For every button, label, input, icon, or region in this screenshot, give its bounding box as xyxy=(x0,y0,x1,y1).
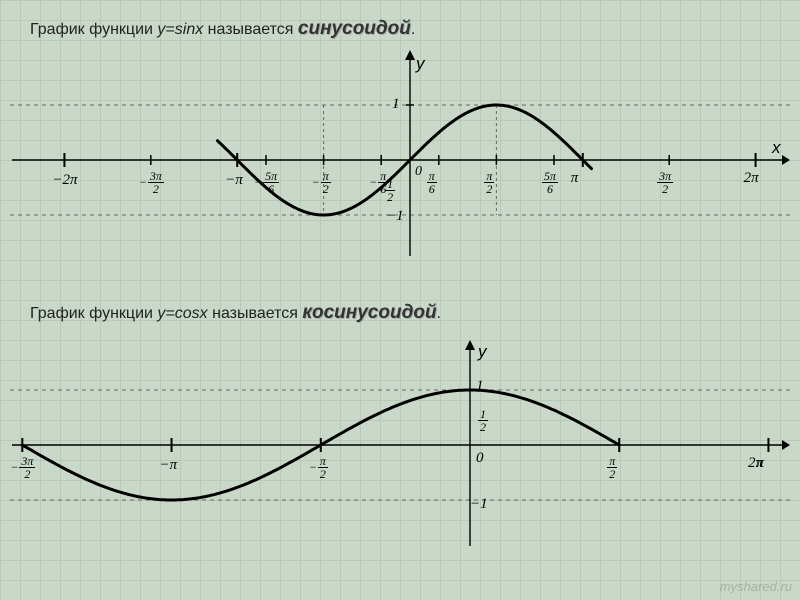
sine-xlabel: −π xyxy=(225,172,243,189)
t1-prefix: График функции xyxy=(30,21,157,38)
cosine-title: График функции y=cosx называется косинус… xyxy=(30,302,441,324)
sine-xlabel: −π2 xyxy=(312,170,331,195)
sine-xlabel: −2π xyxy=(52,172,77,189)
t1-mid: называется xyxy=(203,21,298,38)
t1-kw: синусоидой xyxy=(298,18,411,39)
cosine-xlabel: −π xyxy=(160,457,178,474)
sine-title: График функции y=sinx называется синусои… xyxy=(30,18,415,40)
cos-ym1: −1 xyxy=(470,496,488,513)
cosine-svg xyxy=(10,340,790,550)
sine-y1: 1 xyxy=(392,96,400,113)
sine-svg xyxy=(10,50,790,260)
cos-origin: 0 xyxy=(476,450,484,467)
sine-x-label: x xyxy=(772,138,781,158)
sine-xlabel: π xyxy=(571,170,579,187)
t1-suffix: . xyxy=(411,21,415,38)
sine-xlabel: 3π2 xyxy=(657,170,673,195)
cos-y-label: y xyxy=(478,342,487,362)
sine-y-label: y xyxy=(416,54,425,74)
sine-chart: y x 0 1 −1 −2π−3π2−π−5π6−π2−π6π6π25π6π3π… xyxy=(10,50,790,260)
cosine-xlabel: π2 xyxy=(607,455,617,480)
cosine-xlabel: −3π2 xyxy=(10,455,35,480)
sine-half-label: −12 xyxy=(376,178,395,203)
t1-fn: y=sinx xyxy=(157,21,203,38)
cos-y1: 1 xyxy=(476,378,484,395)
cosine-xlabel: −π2 xyxy=(309,455,328,480)
sine-xlabel: 2π xyxy=(744,170,759,187)
sine-origin: 0 xyxy=(415,164,422,180)
t2-prefix: График функции xyxy=(30,305,157,322)
watermark: myshared.ru xyxy=(720,579,792,594)
t2-fn: y=cosx xyxy=(157,305,207,322)
sine-xlabel: −3π2 xyxy=(139,170,164,195)
t2-mid: называется xyxy=(208,305,303,322)
t2-kw: косинусоидой xyxy=(302,302,436,323)
t2-suffix: . xyxy=(437,305,441,322)
cosine-xlabel: 2π xyxy=(748,455,763,472)
sine-xlabel: −5π6 xyxy=(254,170,279,195)
cosine-chart: y 0 1 −1 −3π2−π−π2π2π2π12 xyxy=(10,340,790,550)
cosine-half-label: 12 xyxy=(478,408,488,433)
sine-xlabel: π6 xyxy=(427,170,437,195)
sine-xlabel: 5π6 xyxy=(542,170,558,195)
sine-xlabel: π2 xyxy=(484,170,494,195)
sine-ym1: −1 xyxy=(386,208,404,225)
